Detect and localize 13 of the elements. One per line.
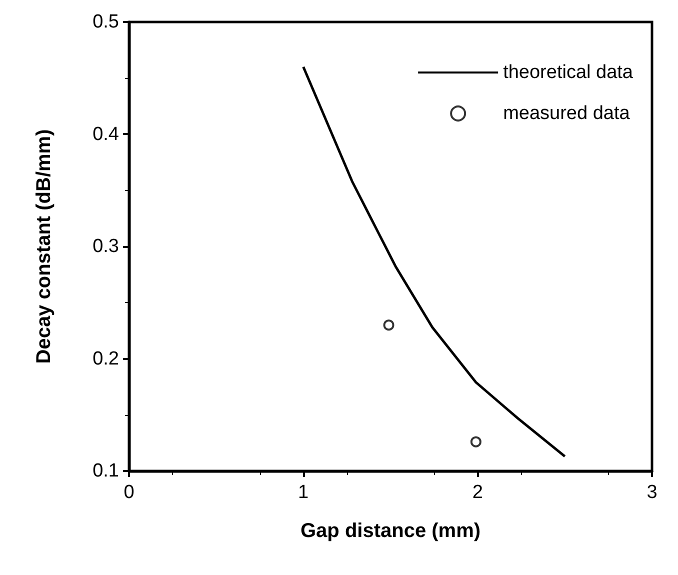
y-tick-label: 0.1 <box>92 460 119 482</box>
x-tick-label: 2 <box>472 482 483 503</box>
x-tick-label: 3 <box>646 482 658 503</box>
y-axis-title: Decay constant (dB/mm) <box>33 129 55 364</box>
x-tick-label: 1 <box>298 482 309 503</box>
y-tick-label: 0.5 <box>92 12 119 32</box>
y-tick-label: 0.2 <box>92 348 119 370</box>
legend-label: measured data <box>503 103 630 124</box>
x-tick-label: 0 <box>124 482 134 503</box>
legend-label: theoretical data <box>503 62 634 83</box>
y-tick-label: 0.3 <box>92 236 119 257</box>
y-tick-label: 0.4 <box>92 124 120 145</box>
x-axis-title: Gap distance (mm) <box>300 520 481 542</box>
